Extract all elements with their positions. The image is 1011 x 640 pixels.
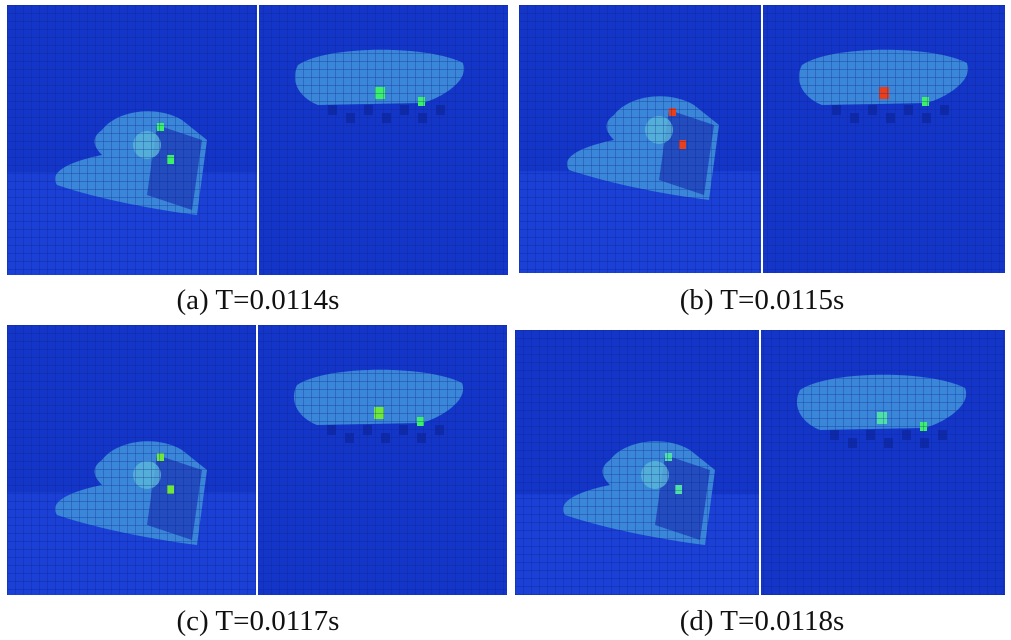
panel-image [7, 325, 507, 595]
caption: (b) T=0.0115s [512, 283, 1011, 317]
panel-image [7, 5, 508, 275]
figure: (a) T=0.0114s (b) T=0.0115s (c) T=0.0117… [0, 0, 1011, 640]
panel-image [515, 330, 1005, 595]
caption: (a) T=0.0114s [8, 283, 508, 317]
caption: (d) T=0.0118s [512, 604, 1011, 638]
panel-image [519, 5, 1005, 273]
caption: (c) T=0.0117s [8, 604, 508, 638]
